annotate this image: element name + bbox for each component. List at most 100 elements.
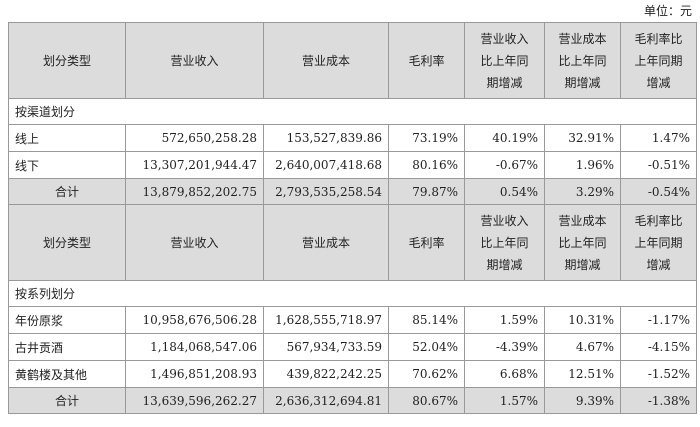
section-row: 按系列划分 bbox=[8, 280, 697, 307]
column-header-line: 划分类型 bbox=[42, 53, 91, 68]
row-label: 黄鹤楼及其他 bbox=[8, 360, 126, 388]
row-label: 古井贡酒 bbox=[8, 333, 126, 361]
revenue-change-cell: -0.67% bbox=[464, 151, 545, 179]
margin-cell: 52.04% bbox=[388, 333, 465, 361]
revenue-change-cell: 1.59% bbox=[464, 306, 545, 334]
revenue-breakdown-table: 划分类型 营业收入 营业成本 毛利率 营业收入 比上年同 期增减 营业成本 比上年同 期增减 毛利率… bbox=[8, 22, 697, 414]
margin-cell: 80.67% bbox=[388, 387, 465, 414]
column-header-line: 划分类型 bbox=[42, 235, 91, 250]
revenue-cell: 1,184,068,547.06 bbox=[125, 333, 264, 361]
column-header-line: 营业成本 bbox=[301, 53, 350, 68]
column-header: 毛利率 bbox=[388, 22, 465, 99]
revenue-change-cell: 40.19% bbox=[464, 124, 545, 152]
column-header-line: 营业收入 bbox=[170, 235, 219, 250]
cost-cell: 567,934,733.59 bbox=[263, 333, 389, 361]
column-header-line: 毛利率 bbox=[408, 235, 445, 250]
column-header: 毛利率 bbox=[388, 204, 465, 281]
cost-change-cell: 9.39% bbox=[544, 387, 621, 414]
revenue-cell: 13,639,596,262.27 bbox=[125, 387, 264, 414]
cost-cell: 439,822,242.25 bbox=[263, 360, 389, 388]
margin-change-cell: -1.17% bbox=[620, 306, 697, 334]
margin-change-cell: -1.38% bbox=[620, 387, 697, 414]
revenue-change-cell: 0.54% bbox=[464, 178, 545, 205]
section-row: 按渠道划分 bbox=[8, 98, 697, 125]
column-header: 营业收入 bbox=[125, 204, 264, 281]
revenue-cell: 13,879,852,202.75 bbox=[125, 178, 264, 205]
margin-change-cell: -0.54% bbox=[620, 178, 697, 205]
cost-cell: 1,628,555,718.97 bbox=[263, 306, 389, 334]
table-row: 古井贡酒 1,184,068,547.06 567,934,733.59 52.04%… bbox=[8, 333, 697, 361]
cost-cell: 2,640,007,418.68 bbox=[263, 151, 389, 179]
row-label: 线下 bbox=[8, 151, 126, 179]
column-header: 营业成本比上年同期增减 bbox=[544, 204, 621, 281]
column-header-line: 期增减 bbox=[564, 257, 601, 272]
cost-change-cell: 3.29% bbox=[544, 178, 621, 205]
column-header: 营业收入 bbox=[125, 22, 264, 99]
column-header-line: 比上年同 bbox=[558, 53, 607, 68]
table-row: 线上 572,650,258.28 153,527,839.86 73.19% 40.1… bbox=[8, 124, 697, 152]
header-row: 划分类型 营业收入 营业成本 毛利率 营业收入 比上年同 期增减 营业成本 比上年同 期增减 毛利率… bbox=[8, 22, 697, 99]
margin-change-cell: -4.15% bbox=[620, 333, 697, 361]
table-row: 线下 13,307,201,944.47 2,640,007,418.68 80.16… bbox=[8, 151, 697, 179]
row-label: 线上 bbox=[8, 124, 126, 152]
table-row: 年份原浆 10,958,676,506.28 1,628,555,718.97 85.… bbox=[8, 306, 697, 334]
header-row: 划分类型 营业收入 营业成本 毛利率 营业收入 比上年同 期增减 营业成本 比上年同 期增减 毛利率… bbox=[8, 204, 697, 281]
column-header-line: 营业成本 bbox=[558, 213, 607, 228]
revenue-change-cell: -4.39% bbox=[464, 333, 545, 361]
column-header-line: 营业成本 bbox=[558, 31, 607, 46]
revenue-cell: 572,650,258.28 bbox=[125, 124, 264, 152]
cost-cell: 2,636,312,694.81 bbox=[263, 387, 389, 414]
column-header-line: 比上年同 bbox=[480, 235, 529, 250]
margin-change-cell: -1.52% bbox=[620, 360, 697, 388]
revenue-cell: 13,307,201,944.47 bbox=[125, 151, 264, 179]
column-header-line: 营业收入 bbox=[480, 31, 529, 46]
total-label: 合计 bbox=[8, 178, 126, 205]
cost-change-cell: 10.31% bbox=[544, 306, 621, 334]
revenue-cell: 1,496,851,208.93 bbox=[125, 360, 264, 388]
section-title: 按渠道划分 bbox=[8, 98, 697, 125]
margin-cell: 73.19% bbox=[388, 124, 465, 152]
column-header: 营业成本 bbox=[263, 204, 389, 281]
column-header: 毛利率比上年同期增减 bbox=[620, 22, 697, 99]
column-header-line: 毛利率 bbox=[408, 53, 445, 68]
cost-change-cell: 1.96% bbox=[544, 151, 621, 179]
column-header: 营业成本比上年同期增减 bbox=[544, 22, 621, 99]
column-header: 营业成本 bbox=[263, 22, 389, 99]
column-header-line: 增减 bbox=[646, 75, 671, 90]
column-header: 营业收入 比上年同 期增减 bbox=[464, 22, 545, 99]
column-header: 毛利率比 上年同期 增减 bbox=[620, 204, 697, 281]
column-header-line: 上年同期 bbox=[634, 235, 683, 250]
table-row: 黄鹤楼及其他 1,496,851,208.93 439,822,242.25 70.6… bbox=[8, 360, 697, 388]
cost-change-cell: 32.91% bbox=[544, 124, 621, 152]
column-header: 营业收入比上年同期增减 bbox=[464, 204, 545, 281]
column-header-line: 上年同期 bbox=[634, 53, 683, 68]
cost-cell: 2,793,535,258.54 bbox=[263, 178, 389, 205]
margin-cell: 79.87% bbox=[388, 178, 465, 205]
column-header-line: 比上年同 bbox=[480, 53, 529, 68]
revenue-cell: 10,958,676,506.28 bbox=[125, 306, 264, 334]
column-header-line: 期增减 bbox=[564, 75, 601, 90]
column-header-line: 比上年同 bbox=[558, 235, 607, 250]
column-header-line: 营业成本 bbox=[301, 235, 350, 250]
column-header-line: 营业收入 bbox=[480, 213, 529, 228]
column-header-line: 增减 bbox=[646, 257, 671, 272]
unit-label: 单位：元 bbox=[643, 4, 692, 18]
margin-cell: 80.16% bbox=[388, 151, 465, 179]
margin-change-cell: -0.51% bbox=[620, 151, 697, 179]
revenue-change-cell: 6.68% bbox=[464, 360, 545, 388]
column-header-line: 营业收入 bbox=[170, 53, 219, 68]
column-header: 划分类型 bbox=[8, 204, 126, 281]
column-header-line: 期增减 bbox=[486, 257, 523, 272]
margin-change-cell: 1.47% bbox=[620, 124, 697, 152]
total-label: 合计 bbox=[8, 387, 126, 414]
total-row: 合计 13,879,852,202.75 2,793,535,258.54 79.87… bbox=[8, 178, 697, 205]
cost-cell: 153,527,839.86 bbox=[263, 124, 389, 152]
cost-change-cell: 12.51% bbox=[544, 360, 621, 388]
column-header-line: 毛利率比 bbox=[634, 31, 683, 46]
margin-cell: 70.62% bbox=[388, 360, 465, 388]
revenue-change-cell: 1.57% bbox=[464, 387, 545, 414]
section-title: 按系列划分 bbox=[8, 280, 697, 307]
cost-change-cell: 4.67% bbox=[544, 333, 621, 361]
total-row: 合计 13,639,596,262.27 2,636,312,694.81 80.67… bbox=[8, 387, 697, 414]
column-header: 划分类型 bbox=[8, 22, 126, 99]
